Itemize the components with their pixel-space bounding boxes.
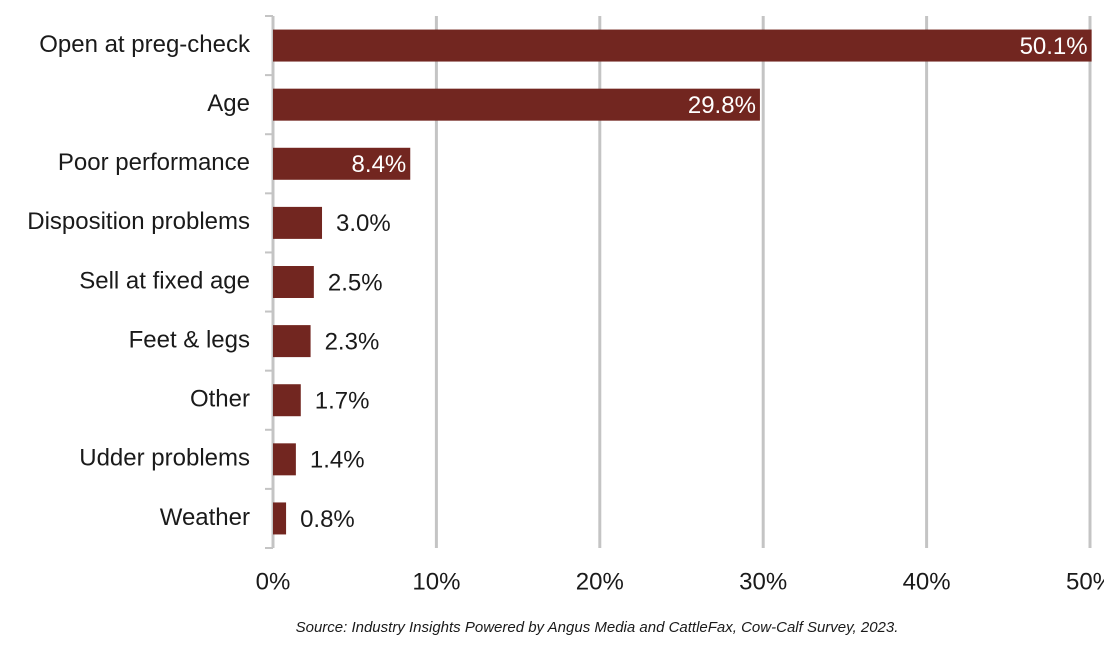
bar [273,206,323,239]
x-tick-label: 40% [903,568,951,595]
y-tick-label: Age [207,90,250,117]
bar [273,29,1092,62]
x-tick-label: 30% [739,568,787,595]
data-label: 3.0% [336,210,391,237]
bar [273,266,314,298]
x-tick-label: 0% [256,568,291,595]
data-label: 8.4% [352,151,407,178]
x-tick-label: 50% [1066,568,1104,595]
bar [273,443,296,476]
bar [273,88,760,121]
data-label: 1.4% [310,447,365,474]
y-tick-label: Other [190,386,250,413]
y-tick-label: Weather [160,504,250,531]
data-label: 2.5% [328,269,383,296]
data-label: 2.3% [325,328,380,355]
y-tick-label: Disposition problems [27,208,250,235]
data-label: 50.1% [1020,33,1088,60]
source-note: Source: Industry Insights Powered by Ang… [296,619,899,636]
y-tick-label: Feet & legs [129,326,250,353]
data-label: 0.8% [300,506,355,533]
x-tick-label: 20% [576,568,624,595]
data-label: 1.7% [315,388,370,415]
y-tick-label: Sell at fixed age [79,267,250,294]
y-tick-label: Udder problems [79,445,250,472]
x-tick-label: 10% [412,568,460,595]
bar [273,325,311,358]
bar [273,384,301,417]
bar [273,147,411,180]
bar [273,502,287,535]
y-tick-label: Open at preg-check [39,31,251,58]
y-tick-label: Poor performance [58,149,250,176]
data-label: 29.8% [688,92,756,119]
